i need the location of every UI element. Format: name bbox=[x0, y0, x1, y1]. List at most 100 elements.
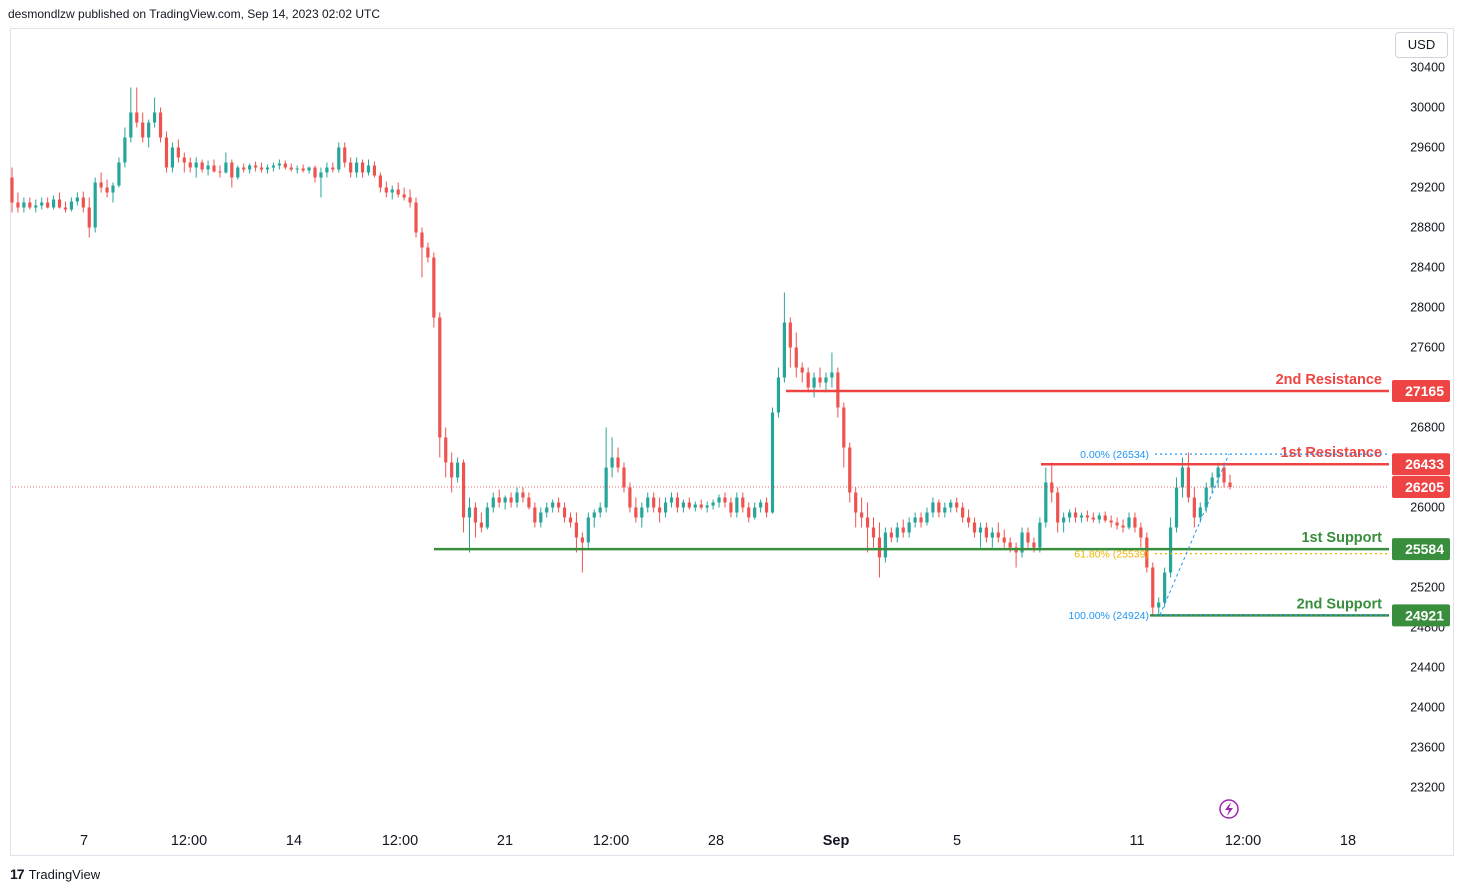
candle bbox=[265, 164, 270, 174]
candle bbox=[188, 157, 192, 173]
candle bbox=[770, 407, 775, 514]
candle bbox=[735, 492, 739, 518]
candle bbox=[22, 197, 26, 213]
candle bbox=[509, 492, 513, 508]
price-tick-label: 26800 bbox=[1410, 421, 1445, 435]
candle bbox=[539, 507, 543, 528]
candle bbox=[788, 317, 792, 368]
time-tick-label: 12:00 bbox=[171, 833, 207, 849]
candle bbox=[16, 192, 20, 213]
candle bbox=[1157, 597, 1161, 615]
currency-selector[interactable]: USD bbox=[1395, 32, 1448, 58]
candle bbox=[616, 447, 620, 473]
candle bbox=[390, 185, 394, 200]
candle bbox=[628, 482, 632, 513]
candle bbox=[343, 142, 347, 168]
candle bbox=[10, 167, 14, 213]
candle bbox=[610, 437, 614, 478]
candle bbox=[883, 527, 887, 563]
candle bbox=[598, 502, 602, 518]
candle bbox=[242, 163, 246, 173]
candle bbox=[972, 517, 977, 538]
candle bbox=[533, 502, 537, 528]
candle bbox=[295, 165, 299, 174]
level-label: 1st Support bbox=[1301, 530, 1382, 546]
candle bbox=[747, 502, 751, 523]
price-tick-label: 25200 bbox=[1410, 581, 1445, 595]
candle bbox=[93, 177, 97, 233]
candle bbox=[557, 497, 561, 513]
candle bbox=[943, 502, 947, 518]
candle bbox=[669, 492, 674, 508]
candle bbox=[152, 97, 157, 128]
candle bbox=[432, 252, 436, 328]
time-axis: 7 12:00 14 12:00 21 12:00 28 Sep 5 11 12:00 18 bbox=[80, 833, 1356, 849]
candle bbox=[402, 187, 406, 201]
price-tag: 26433 bbox=[1392, 453, 1450, 476]
price-axis: 30400 30000 29600 29200 28800 28400 28000 27600… bbox=[1392, 61, 1450, 795]
candle bbox=[141, 112, 145, 143]
lightning-icon[interactable] bbox=[1219, 799, 1239, 819]
candle bbox=[1109, 515, 1113, 528]
level-label: 2nd Resistance bbox=[1276, 372, 1382, 388]
candle bbox=[759, 499, 763, 513]
candle bbox=[1198, 502, 1202, 523]
candle bbox=[871, 517, 876, 548]
candle bbox=[69, 197, 74, 212]
candle bbox=[1085, 510, 1090, 522]
candle bbox=[634, 497, 638, 523]
candle bbox=[301, 164, 305, 173]
time-tick-label: 18 bbox=[1340, 833, 1356, 849]
candle bbox=[378, 172, 382, 193]
candle bbox=[652, 492, 656, 513]
chart-frame bbox=[10, 28, 1454, 856]
candle bbox=[57, 192, 62, 209]
candle bbox=[996, 522, 1000, 543]
candle bbox=[123, 127, 127, 168]
candle bbox=[479, 512, 483, 533]
price-tick-label: 28800 bbox=[1410, 221, 1445, 235]
fib-trend-line bbox=[1159, 453, 1230, 616]
fibonacci-retracement: 0.00% (26534) 61.80% (25539) 100.00% (2492… bbox=[1068, 449, 1389, 622]
candle bbox=[485, 502, 489, 530]
brand-name: TradingView bbox=[28, 866, 101, 882]
candle bbox=[1216, 462, 1220, 488]
candle bbox=[717, 494, 721, 508]
candle bbox=[1079, 512, 1084, 523]
candle bbox=[978, 522, 983, 548]
price-tag-label: 26433 bbox=[1405, 456, 1444, 472]
candle bbox=[1204, 482, 1208, 513]
candle bbox=[711, 499, 715, 510]
candle bbox=[551, 499, 555, 513]
candle bbox=[562, 502, 567, 523]
candle bbox=[491, 492, 495, 513]
candle bbox=[366, 159, 371, 176]
candle bbox=[907, 517, 911, 538]
price-tick-label: 28000 bbox=[1410, 301, 1445, 315]
candle bbox=[806, 367, 810, 393]
candle bbox=[776, 367, 781, 418]
candle bbox=[129, 87, 133, 143]
candle bbox=[254, 161, 258, 172]
candle bbox=[63, 201, 68, 213]
candle bbox=[360, 159, 365, 178]
tradingview-logo-icon: 17 bbox=[10, 866, 25, 882]
candle bbox=[901, 519, 905, 538]
candle bbox=[461, 459, 466, 533]
candle bbox=[1168, 517, 1173, 578]
candle bbox=[194, 157, 198, 178]
footer-brand: 17 TradingView bbox=[10, 866, 100, 882]
candle bbox=[51, 195, 56, 210]
candle bbox=[81, 191, 85, 213]
price-tag-label: 27165 bbox=[1405, 383, 1444, 399]
time-tick-label: 5 bbox=[953, 833, 961, 849]
time-tick-label: 12:00 bbox=[1225, 833, 1261, 849]
candle bbox=[1002, 529, 1006, 548]
candle bbox=[693, 501, 697, 512]
candle bbox=[467, 497, 472, 553]
candle bbox=[236, 165, 240, 180]
candle bbox=[984, 522, 988, 543]
candle bbox=[135, 87, 139, 128]
candle bbox=[313, 165, 317, 183]
